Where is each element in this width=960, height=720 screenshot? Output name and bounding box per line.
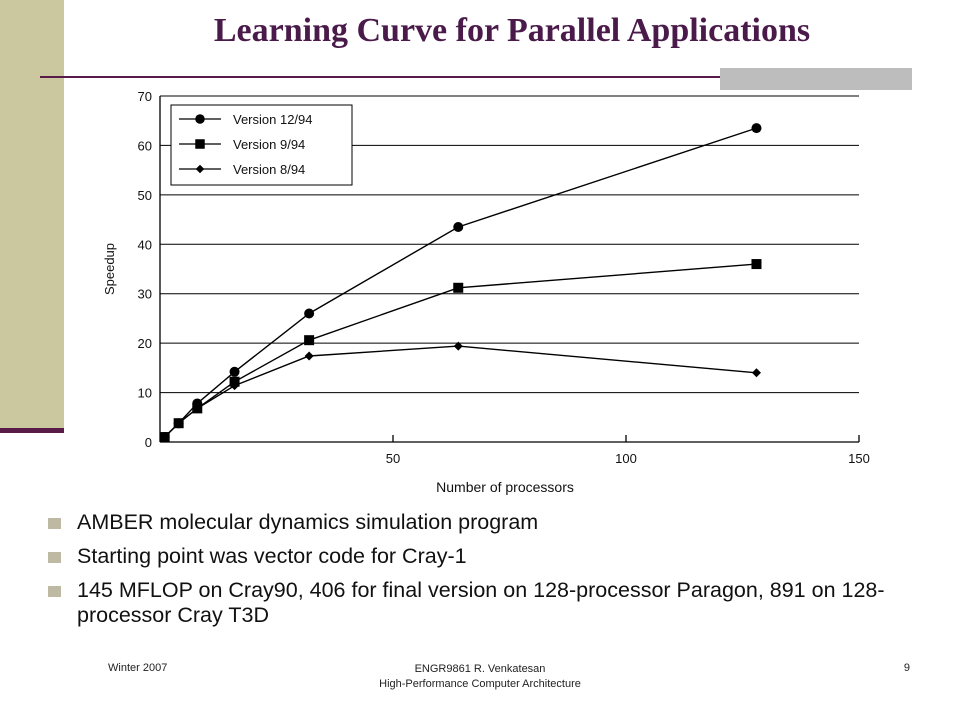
legend-label: Version 12/94 — [233, 112, 313, 127]
y-tick-label: 10 — [138, 386, 152, 401]
footer-course-name: High-Performance Computer Architecture — [379, 678, 581, 690]
square-marker — [304, 335, 315, 346]
bullet-text: Starting point was vector code for Cray-… — [77, 544, 467, 568]
bullet-item: Starting point was vector code for Cray-… — [48, 544, 948, 569]
y-tick-label: 0 — [145, 435, 152, 450]
bullet-square-icon — [48, 552, 61, 563]
y-axis-label: Speedup — [102, 243, 117, 295]
y-tick-label: 20 — [138, 336, 152, 351]
series-layer — [159, 123, 762, 443]
square-marker — [195, 139, 205, 149]
grid-lines — [160, 95, 859, 394]
page-number: 9 — [903, 662, 910, 674]
circle-marker — [304, 308, 315, 319]
circle-marker — [195, 114, 205, 124]
diamond-marker — [174, 418, 184, 428]
bullet-text: AMBER molecular dynamics simulation prog… — [77, 510, 539, 534]
diamond-marker — [192, 403, 202, 413]
corner-decoration — [720, 68, 912, 90]
slide-title: Learning Curve for Parallel Applications — [213, 12, 811, 49]
title-divider — [40, 76, 910, 78]
diamond-marker — [195, 164, 205, 174]
circle-marker — [229, 366, 240, 377]
bullet-text: 145 MFLOP on Cray90, 406 for final versi… — [77, 578, 885, 627]
circle-marker — [751, 123, 762, 134]
legend-label: Version 9/94 — [233, 137, 305, 152]
bullet-item: 145 MFLOP on Cray90, 406 for final versi… — [48, 578, 948, 628]
x-axis-label: Number of processors — [436, 479, 574, 495]
bullet-square-icon — [48, 518, 61, 529]
y-tick-label: 60 — [138, 138, 152, 153]
y-tick-label: 50 — [138, 188, 152, 203]
sidebar-decoration — [0, 0, 64, 428]
axes: 0 10 20 30 40 50 60 70 50 100 150 — [138, 89, 870, 466]
bullet-list: AMBER molecular dynamics simulation prog… — [48, 510, 948, 637]
x-tick-label: 150 — [848, 451, 870, 466]
series-line — [164, 345, 757, 438]
diamond-marker — [304, 351, 314, 361]
y-tick-label: 40 — [138, 237, 152, 252]
y-tick-label: 70 — [138, 89, 152, 104]
footer-date: Winter 2007 — [108, 662, 168, 674]
bullet-item: AMBER molecular dynamics simulation prog… — [48, 510, 948, 535]
bullet-square-icon — [48, 586, 61, 597]
square-marker — [751, 259, 762, 270]
legend-label: Version 8/94 — [233, 162, 305, 177]
square-marker — [453, 282, 464, 293]
circle-marker — [453, 221, 464, 232]
legend: Version 12/94 Version 9/94 Version 8/94 — [170, 104, 353, 186]
x-tick-label: 50 — [386, 451, 400, 466]
diamond-marker — [230, 381, 240, 391]
sidebar-rule — [0, 428, 64, 433]
x-tick-label: 100 — [615, 451, 637, 466]
diamond-marker — [751, 368, 761, 378]
footer-course-line: ENGR9861 R. Venkatesan — [414, 663, 546, 675]
y-tick-label: 30 — [138, 287, 152, 302]
diamond-marker — [453, 341, 463, 351]
diamond-marker — [160, 432, 170, 442]
footer-course: ENGR9861 R. Venkatesan High-Performance … — [330, 662, 630, 692]
